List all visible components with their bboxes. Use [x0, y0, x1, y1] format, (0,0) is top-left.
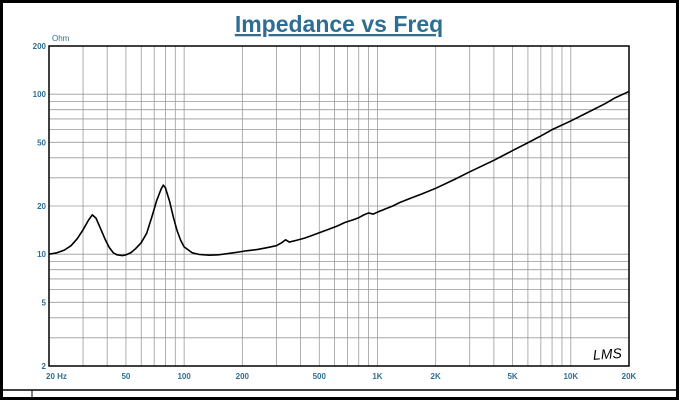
- lms-watermark: LMS: [592, 345, 622, 363]
- x-tick-label: 2K: [431, 372, 441, 381]
- y-axis: 200 100 50 20 10 5 2: [33, 42, 47, 371]
- x-tick-label: 10K: [563, 372, 578, 381]
- x-tick-label: 5K: [507, 372, 517, 381]
- grid: [48, 46, 630, 366]
- y-tick-label: 50: [37, 138, 46, 147]
- x-tick-label: 500: [313, 372, 327, 381]
- x-tick-label: 20 Hz: [46, 372, 67, 381]
- x-tick-label: 1K: [372, 372, 382, 381]
- x-tick-label: 20K: [622, 372, 637, 381]
- x-tick-label: 50: [121, 372, 130, 381]
- chart-title: Impedance vs Freq: [235, 11, 443, 37]
- x-axis: 20 Hz 50 100 200 500 1K 2K 5K 10K 20K: [46, 372, 637, 381]
- y-tick-label: 5: [42, 298, 47, 307]
- y-tick-label: 200: [33, 42, 47, 51]
- plot-area-border: [48, 45, 630, 367]
- y-unit-label: Ohm: [52, 34, 70, 43]
- y-tick-label: 20: [37, 202, 46, 211]
- impedance-curve: [48, 90, 630, 257]
- x-tick-label: 200: [236, 372, 250, 381]
- x-tick-label: 100: [177, 372, 191, 381]
- y-tick-label: 100: [33, 90, 47, 99]
- y-tick-label: 2: [42, 362, 47, 371]
- y-tick-label: 10: [37, 250, 46, 259]
